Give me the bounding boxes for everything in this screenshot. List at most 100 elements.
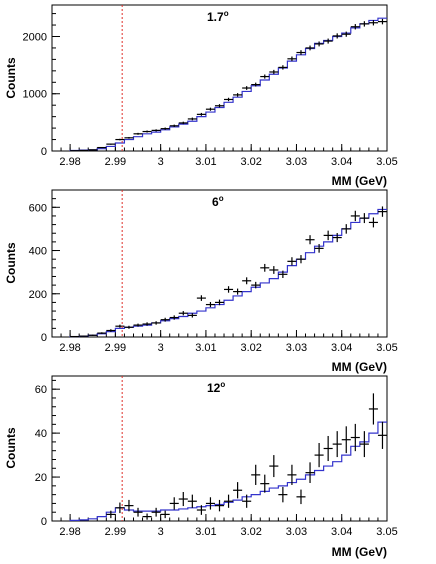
y-tick-label: 1000 [23,89,47,101]
data-point [205,107,215,111]
x-tick-label: 3.02 [240,156,261,168]
data-point [341,31,351,37]
x-tick-label: 3.05 [376,526,397,538]
x-tick-label: 2.98 [59,156,80,168]
y-tick-label: 0 [41,332,47,344]
data-point [142,513,152,520]
data-point [70,335,80,338]
panel-title-value: 6 [212,195,219,209]
data-point [323,435,333,462]
data-point [160,127,170,130]
data-point [278,270,288,278]
plot-frame [51,189,388,338]
x-tick-label: 3.03 [286,342,307,354]
plot-body: 2.98 2.99 3 3.01 3.02 3.03 3.04 3.05 0 1000 2000 [23,5,398,168]
data-point [368,217,378,228]
data-point [341,426,351,454]
plot-body: 2.98 2.99 3 3.01 3.02 3.03 3.04 3.05 0 20 40 60 [35,376,398,538]
panel-12-deg: Counts 12o 2.98 2.99 3 3.01 3.02 3.03 3.04 3.05… [4,375,398,559]
plot-frame [51,375,388,522]
x-tick-label: 3.05 [376,342,397,354]
data-point [169,315,179,320]
data-point [341,224,351,234]
data-point [323,230,333,241]
data-point [97,146,107,149]
data-point [115,502,125,514]
data-point [305,462,315,483]
data-point [260,74,270,79]
data-point [314,443,324,468]
x-axis-label: MM (GeV) [332,174,387,188]
x-tick-label: 3 [158,526,164,538]
data-point [205,497,215,510]
data-point [124,136,134,139]
panel-1.7-deg: Counts 1.7o 2.98 2.99 3 3.01 3.02 3.03 3.04 3.0… [4,4,398,188]
data-point [377,421,387,449]
mc-histogram [69,17,387,152]
panel-6-deg: Counts 6o 2.98 2.99 3 3.01 3.02 3.03 3.04 3.05 0… [4,189,398,374]
y-axis-label: Counts [4,57,18,99]
data-point [160,510,170,519]
data-point [278,65,288,70]
x-tick-label: 3.03 [286,156,307,168]
data-point [242,494,252,508]
data-point [124,325,134,329]
data-point [296,489,306,505]
y-axis-label: Counts [4,242,18,284]
y-tick-label: 40 [35,428,47,440]
data-point [142,322,152,326]
data-point [224,494,234,508]
data-point [296,255,306,264]
x-tick-label: 3.03 [286,526,307,538]
panel-title: 12o [207,380,225,395]
x-tick-label: 2.99 [105,526,126,538]
y-tick-label: 0 [41,146,47,158]
data-point [350,210,360,222]
data-point [314,41,324,47]
data-point [305,45,315,51]
data-point [368,393,378,425]
data-point [269,266,279,274]
panel-title-value: 1.7 [207,10,224,24]
plot-body: 2.98 2.99 3 3.01 3.02 3.03 3.04 3.05 0 200 400 600 [29,189,398,354]
data-point [287,257,297,266]
data-point [124,499,134,512]
data-point [169,124,179,128]
data-point [115,324,125,328]
degree-superscript: o [219,194,224,203]
data-point [115,138,125,141]
data-point [233,288,243,295]
panel-title: 1.7o [207,9,229,24]
mc-histogram [69,208,387,338]
data-point [160,317,170,322]
data-point [251,464,261,485]
data-point [332,431,342,458]
data-point [88,149,98,151]
degree-superscript: o [224,9,229,18]
x-tick-label: 2.98 [59,526,80,538]
data-point [359,213,369,224]
data-point [169,497,179,510]
data-point [359,431,369,458]
panel-title-value: 12 [207,381,221,395]
y-tick-label: 2000 [23,31,47,43]
x-tick-label: 2.98 [59,342,80,354]
data-point [151,321,161,325]
data-point [187,494,197,508]
data-point [242,277,252,285]
data-point [350,423,360,452]
x-tick-label: 3.01 [195,156,216,168]
data-point [314,244,324,253]
data-point [133,507,143,517]
x-tick-label: 2.99 [105,156,126,168]
x-tick-label: 3 [158,342,164,354]
x-tick-label: 3.02 [240,526,261,538]
y-axis-label: Counts [4,427,18,469]
y-tick-label: 600 [29,202,47,214]
data-point [251,82,261,87]
data-point [196,295,206,301]
data-point [196,505,206,515]
x-tick-label: 3.04 [331,526,352,538]
y-tick-label: 200 [29,289,47,301]
